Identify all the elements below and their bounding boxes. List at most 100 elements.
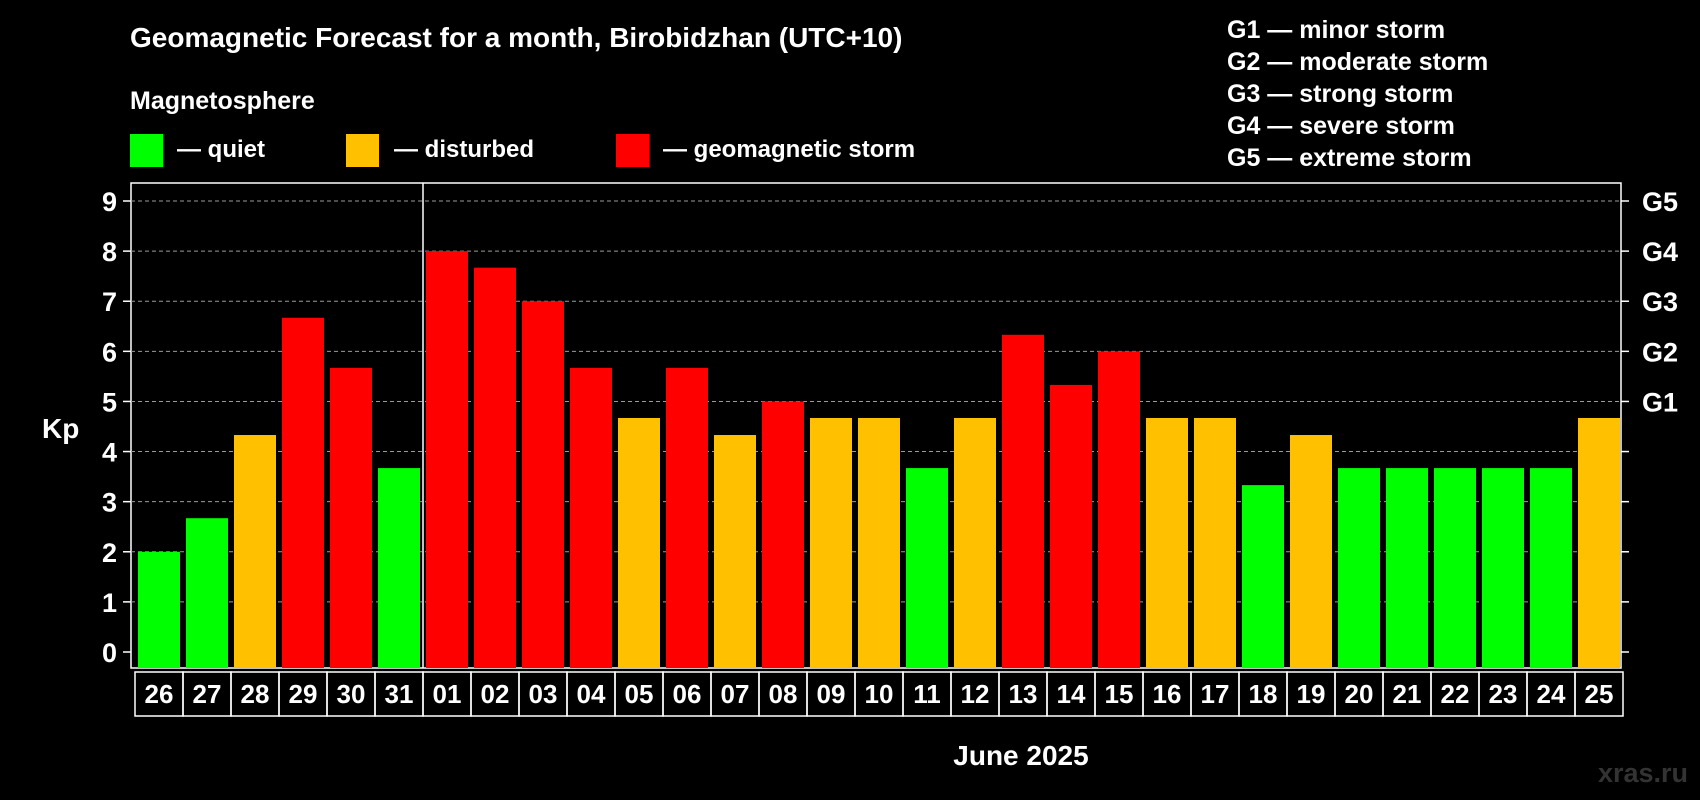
x-tick-label: 01 — [433, 679, 462, 709]
x-tick-label: 14 — [1057, 679, 1086, 709]
bar-13 — [1002, 334, 1044, 668]
y-tick-label: 6 — [102, 337, 117, 367]
x-tick-label: 07 — [721, 679, 750, 709]
y-tick-label: 9 — [102, 187, 117, 217]
bars — [138, 251, 1620, 668]
x-tick-label: 31 — [385, 679, 414, 709]
storm-scale-g3: G3 — strong storm — [1227, 80, 1453, 108]
bar-07 — [714, 435, 756, 668]
x-tick-label: 16 — [1153, 679, 1182, 709]
x-tick-label: 19 — [1297, 679, 1326, 709]
x-tick-label: 29 — [289, 679, 318, 709]
x-tick-label: 02 — [481, 679, 510, 709]
x-tick-label: 26 — [145, 679, 174, 709]
g-scale-label: G3 — [1642, 287, 1678, 317]
x-tick-label: 12 — [961, 679, 990, 709]
bar-17 — [1194, 417, 1236, 668]
x-tick-label: 23 — [1489, 679, 1518, 709]
bar-14 — [1050, 384, 1092, 668]
legend-swatch-quiet — [130, 134, 163, 167]
legend-label-storm: — geomagnetic storm — [663, 136, 915, 163]
x-tick-label: 10 — [865, 679, 894, 709]
storm-scale-g2: G2 — moderate storm — [1227, 48, 1488, 76]
bar-26 — [138, 551, 180, 668]
legend-label-quiet: — quiet — [177, 136, 265, 163]
y-axis-right: G1 G2 G3 G4 G5 — [1621, 187, 1678, 653]
bar-03 — [522, 301, 564, 668]
bar-25 — [1578, 417, 1620, 668]
x-tick-label: 28 — [241, 679, 270, 709]
y-tick-label: 4 — [102, 438, 117, 468]
x-tick-label: 22 — [1441, 679, 1470, 709]
storm-scale: G1 — minor storm G2 — moderate storm G3 … — [1227, 16, 1488, 172]
legend-swatch-storm — [616, 134, 649, 167]
y-tick-label: 3 — [102, 488, 117, 518]
bar-31 — [378, 468, 420, 668]
x-tick-label: 11 — [913, 679, 941, 709]
bar-04 — [570, 367, 612, 668]
bar-23 — [1482, 468, 1524, 668]
bar-15 — [1098, 351, 1140, 668]
x-tick-label: 13 — [1009, 679, 1038, 709]
bar-16 — [1146, 417, 1188, 668]
bar-22 — [1434, 468, 1476, 668]
bar-30 — [330, 367, 372, 668]
y-tick-label: 1 — [102, 588, 117, 618]
x-tick-label: 18 — [1249, 679, 1278, 709]
g-scale-label: G5 — [1642, 187, 1678, 217]
bar-02 — [474, 267, 516, 668]
x-tick-label: 21 — [1393, 679, 1422, 709]
bar-06 — [666, 367, 708, 668]
x-tick-label: 09 — [817, 679, 846, 709]
x-tick-label: 04 — [577, 679, 606, 709]
x-tick-label: 25 — [1585, 679, 1614, 709]
y-tick-label: 0 — [102, 638, 117, 668]
y-axis-left: 0 1 2 3 4 5 6 7 8 9 — [102, 187, 131, 668]
bar-05 — [618, 417, 660, 668]
bar-21 — [1386, 468, 1428, 668]
x-tick-label: 20 — [1345, 679, 1374, 709]
bar-09 — [810, 417, 852, 668]
storm-scale-g1: G1 — minor storm — [1227, 16, 1445, 44]
g-scale-label: G1 — [1642, 387, 1678, 417]
bar-20 — [1338, 468, 1380, 668]
x-axis-labels: 26 27 28 29 30 31 01 02 03 04 05 06 07 08 09 10 11 12 13 14… — [134, 671, 1624, 717]
storm-scale-g5: G5 — extreme storm — [1227, 144, 1472, 172]
x-axis-title: June 2025 — [953, 740, 1088, 771]
bar-11 — [906, 468, 948, 668]
bar-19 — [1290, 435, 1332, 668]
x-tick-label: 15 — [1105, 679, 1134, 709]
x-tick-label: 30 — [337, 679, 366, 709]
bar-27 — [186, 518, 228, 668]
x-tick-label: 27 — [193, 679, 222, 709]
bar-10 — [858, 417, 900, 668]
bar-01 — [426, 251, 468, 668]
x-tick-label: 17 — [1201, 679, 1230, 709]
x-tick-label: 06 — [673, 679, 702, 709]
legend-label-disturbed: — disturbed — [394, 136, 534, 163]
y-tick-label: 7 — [102, 287, 117, 317]
watermark: xras.ru — [1598, 758, 1688, 788]
y-tick-label: 5 — [102, 387, 117, 417]
bar-12 — [954, 417, 996, 668]
legend: — quiet — disturbed — geomagnetic storm — [130, 134, 915, 167]
bar-18 — [1242, 485, 1284, 668]
bar-28 — [234, 435, 276, 668]
legend-swatch-disturbed — [346, 134, 379, 167]
y-axis-title: Kp — [42, 413, 79, 444]
x-tick-label: 03 — [529, 679, 558, 709]
bar-29 — [282, 317, 324, 668]
g-scale-label: G2 — [1642, 337, 1678, 367]
x-tick-label: 05 — [625, 679, 654, 709]
x-label-cell — [1574, 671, 1624, 717]
bar-24 — [1530, 468, 1572, 668]
bar-08 — [762, 401, 804, 668]
x-tick-label: 08 — [769, 679, 798, 709]
chart-title: Geomagnetic Forecast for a month, Birobi… — [130, 22, 902, 53]
y-tick-label: 8 — [102, 237, 117, 267]
legend-heading: Magnetosphere — [130, 87, 315, 115]
storm-scale-g4: G4 — severe storm — [1227, 112, 1455, 140]
x-tick-label: 24 — [1537, 679, 1566, 709]
g-scale-label: G4 — [1642, 237, 1678, 267]
